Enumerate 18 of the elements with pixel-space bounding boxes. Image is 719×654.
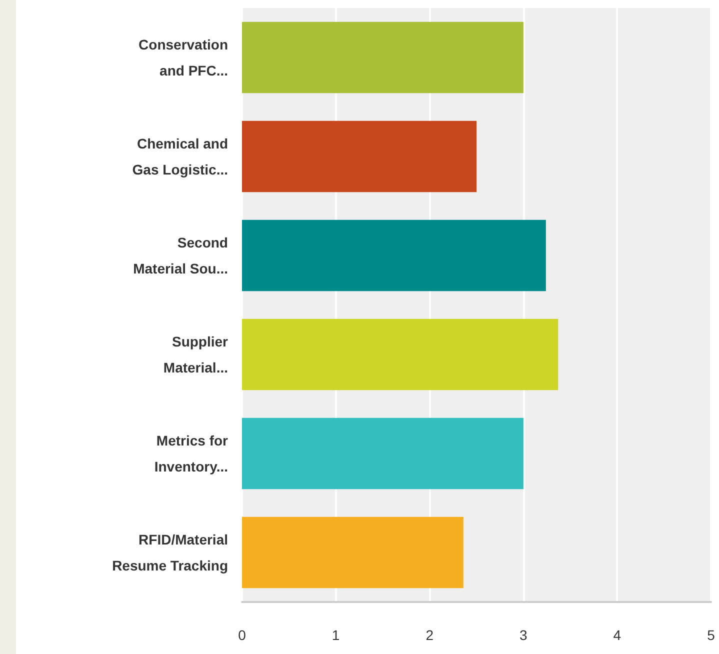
bar (242, 516, 464, 588)
x-tick-label: 4 (613, 627, 622, 643)
bar (242, 22, 524, 94)
x-tick-label: 1 (332, 627, 340, 643)
bar (242, 120, 476, 192)
bar (242, 418, 524, 490)
y-tick-label: Conservation and PFC... (138, 36, 228, 78)
y-tick-label: Second Material Sou... (133, 234, 228, 276)
y-tick-label: Chemical and Gas Logistic... (132, 136, 228, 178)
x-tick-label: 0 (238, 627, 246, 643)
y-tick-label: Metrics for Inventory... (154, 432, 229, 474)
y-tick-label: RFID/Material Resume Tracking (112, 532, 228, 574)
bar (242, 318, 558, 390)
x-tick-label: 2 (426, 627, 434, 643)
x-tick-label: 3 (520, 627, 528, 643)
y-tick-label: Supplier Material... (163, 334, 229, 376)
bar (242, 220, 546, 292)
x-tick-label: 5 (707, 627, 716, 643)
